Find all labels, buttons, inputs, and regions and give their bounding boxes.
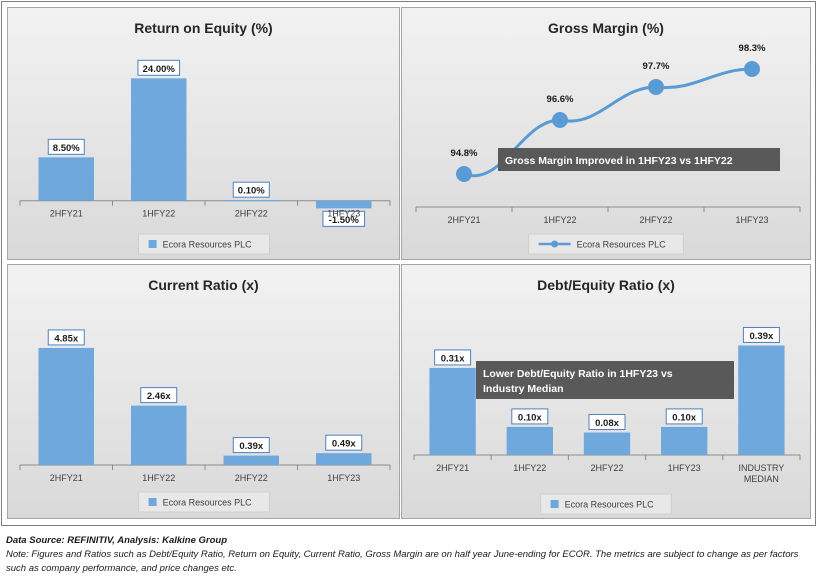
bar-1hfy22 xyxy=(131,405,187,465)
data-point xyxy=(648,79,664,95)
data-label-box xyxy=(511,408,549,425)
footer: Data Source: REFINITIV, Analysis: Kalkin… xyxy=(6,534,812,576)
x-tick-label: 2HFY21 xyxy=(447,215,480,225)
data-label-box xyxy=(325,434,363,451)
data-label: 98.3% xyxy=(739,43,766,54)
x-tick-label: MEDIAN xyxy=(744,474,779,484)
bar-industry-median xyxy=(738,345,785,455)
data-label: 0.39x xyxy=(750,331,774,342)
roe-chart-panel: Return on Equity (%) 8.50% 2HFY21 24.00% 1H… xyxy=(7,7,400,260)
data-label: 24.00% xyxy=(143,64,176,75)
roe-chart-svg: 8.50% 2HFY21 24.00% 1HFY22 0.10% 2HFY22 -1.50%… xyxy=(19,59,391,255)
legend-label: Ecora Resources PLC xyxy=(577,240,667,250)
data-label-box xyxy=(742,326,780,343)
current-ratio-chart-svg: 4.85x 2HFY21 2.46x 1HFY22 0.39x 2HFY22 0.49x 1H… xyxy=(19,329,391,513)
legend-label: Ecora Resources PLC xyxy=(163,240,253,250)
data-label-box xyxy=(232,437,270,454)
data-label-box xyxy=(322,210,366,227)
data-label-box xyxy=(140,387,178,404)
x-tick-label: 1HFY23 xyxy=(668,463,701,473)
legend-swatch xyxy=(148,498,157,506)
bar-1hfy23 xyxy=(316,453,372,465)
legend-label: Ecora Resources PLC xyxy=(565,500,655,510)
data-label: 0.31x xyxy=(441,353,465,364)
legend-box xyxy=(528,233,684,255)
data-label: 96.6% xyxy=(547,94,574,105)
x-tick-label: 2HFY22 xyxy=(235,209,268,219)
data-point xyxy=(744,61,760,77)
data-source-text: Data Source: REFINITIV, Analysis: Kalkin… xyxy=(6,535,228,546)
data-label: 0.08x xyxy=(595,418,619,429)
data-label: 0.49x xyxy=(332,439,356,450)
data-label-box xyxy=(47,329,85,346)
current-ratio-chart-panel: Current Ratio (x) 4.85x 2HFY21 2.46x 1HFY22… xyxy=(7,264,400,519)
data-label: 0.10x xyxy=(672,412,696,423)
x-tick-label: 2HFY21 xyxy=(50,473,83,483)
bar-2hfy22 xyxy=(223,200,279,202)
de-annotation-box xyxy=(476,361,734,399)
data-label-box xyxy=(665,408,703,425)
x-tick-label: 1HFY23 xyxy=(327,473,360,483)
x-tick-label: 1HFY22 xyxy=(142,473,175,483)
debt-equity-chart-svg: 0.31x 2HFY21 0.10x 1HFY22 0.08x 2HFY22 0.10x 1H… xyxy=(413,326,801,515)
data-point xyxy=(552,112,568,128)
data-label: 4.85x xyxy=(54,333,78,344)
gross-margin-chart-title: Gross Margin (%) xyxy=(548,20,664,36)
legend-dot-marker xyxy=(551,240,559,248)
de-annotation-line: Lower Debt/Equity Ratio in 1HFY23 vs xyxy=(483,368,673,380)
bar-1hfy23 xyxy=(316,200,372,209)
gross-margin-chart-svg: 94.8% 2HFY21 96.6% 1HFY22 97.7% 2HFY22 98.3% 1H… xyxy=(415,43,801,255)
x-tick-label: 1HFY22 xyxy=(142,209,175,219)
data-label-box xyxy=(588,414,626,431)
data-label: 94.8% xyxy=(451,148,478,159)
x-tick-label: 1HFY22 xyxy=(543,215,576,225)
data-label: 97.7% xyxy=(643,61,670,72)
gm-annotation-box xyxy=(498,148,780,171)
legend-box xyxy=(540,493,672,515)
legend-box xyxy=(138,233,270,255)
legend-swatch xyxy=(148,240,157,248)
bar-2hfy21 xyxy=(429,367,476,455)
data-point xyxy=(456,166,472,182)
bar-1hfy22 xyxy=(131,78,187,201)
data-label: 8.50% xyxy=(53,143,80,154)
bar-2hfy22 xyxy=(223,455,279,465)
bar-2hfy21 xyxy=(38,347,94,465)
x-tick-label: 2HFY22 xyxy=(639,215,672,225)
data-label-box xyxy=(47,138,85,155)
x-tick-label: 1HFY22 xyxy=(513,463,546,473)
de-annotation-line: Industry Median xyxy=(483,383,564,395)
bar-2hfy22 xyxy=(583,432,631,455)
roe-chart-title: Return on Equity (%) xyxy=(134,20,273,36)
x-tick-label: 2HFY22 xyxy=(235,473,268,483)
gross-margin-chart-panel: Gross Margin (%) 94.8% 2HFY21 96.6% 1HFY22 9… xyxy=(401,7,811,260)
x-tick-label: INDUSTRY xyxy=(738,463,784,473)
data-label-box xyxy=(434,349,472,366)
data-label: -1.50% xyxy=(329,215,360,226)
data-label: 0.39x xyxy=(239,441,263,452)
x-tick-label: 2HFY22 xyxy=(590,463,623,473)
data-label-box xyxy=(232,181,270,198)
x-tick-label: 2HFY21 xyxy=(50,209,83,219)
legend-label: Ecora Resources PLC xyxy=(163,498,253,508)
data-label: 0.10x xyxy=(518,412,542,423)
x-tick-label: 1HFY23 xyxy=(735,215,768,225)
debt-equity-chart-title: Debt/Equity Ratio (x) xyxy=(537,277,675,293)
bar-1hfy23 xyxy=(661,426,708,455)
data-label: 0.10% xyxy=(238,186,265,197)
x-tick-label: 2HFY21 xyxy=(436,463,469,473)
bar-2hfy21 xyxy=(38,157,94,201)
data-label-box xyxy=(137,59,181,76)
legend-box xyxy=(138,491,270,513)
gm-annotation-line: Gross Margin Improved in 1HFY23 vs 1HFY2… xyxy=(505,155,733,167)
debt-equity-chart-panel: Debt/Equity Ratio (x) 0.31x 2HFY21 0.10x 1H… xyxy=(401,264,811,519)
x-tick-label: 1HFY23 xyxy=(327,209,360,219)
current-ratio-chart-title: Current Ratio (x) xyxy=(148,277,259,293)
legend-swatch xyxy=(550,500,559,508)
data-label: 2.46x xyxy=(147,391,171,402)
bar-1hfy22 xyxy=(506,426,553,455)
note-text: Note: Figures and Ratios such as Debt/Eq… xyxy=(6,549,799,574)
